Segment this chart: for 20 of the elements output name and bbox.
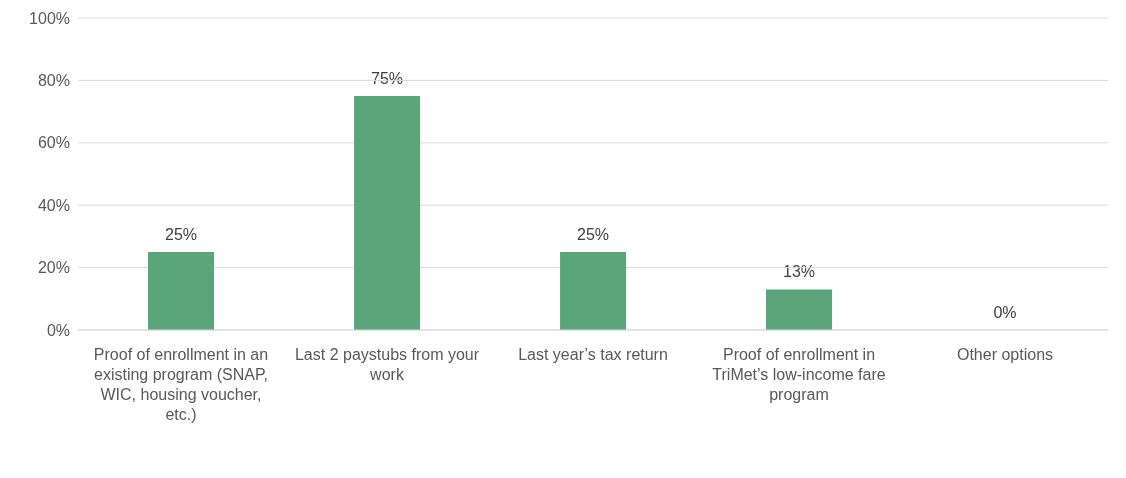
bar (354, 96, 421, 330)
data-label: 25% (164, 226, 198, 243)
data-label: 13% (782, 263, 816, 281)
x-tick-label: Last year’s tax return (518, 346, 668, 363)
data-label: 25% (576, 226, 610, 243)
x-tick-label: Other options (956, 346, 1054, 363)
x-tick-label: Proof of enrollment in TriMet’s low-income fare program (712, 346, 886, 403)
x-tick-label: Proof of enrollment in an existing program (SNAP, WIC, housing voucher, etc.) (93, 346, 269, 423)
x-tick-label: Last 2 paystubs from your work (294, 346, 480, 383)
bar (148, 252, 215, 330)
y-tick-label: 100% (29, 9, 70, 27)
bar (560, 252, 627, 330)
y-tick-label: 20% (37, 259, 70, 277)
y-tick-label: 0% (46, 321, 70, 339)
data-label: 0% (993, 304, 1017, 321)
y-tick-label: 40% (37, 196, 70, 214)
y-tick-label: 80% (37, 72, 70, 90)
bar (766, 289, 833, 330)
data-label: 75% (370, 70, 404, 87)
y-tick-label: 60% (37, 134, 70, 152)
